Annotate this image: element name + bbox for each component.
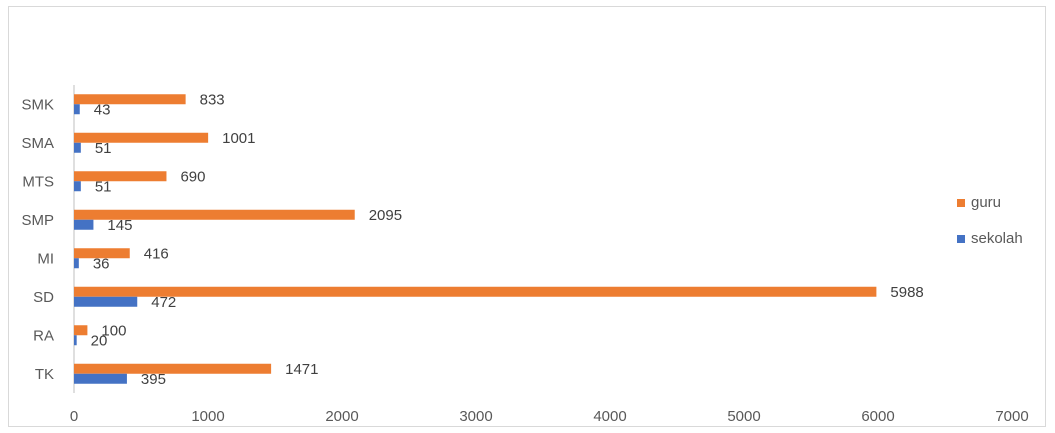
category-label: RA (33, 327, 54, 344)
bar-sekolah (74, 258, 79, 269)
data-label-sekolah: 43 (94, 101, 111, 118)
x-tick-label: 4000 (593, 408, 626, 425)
data-label-sekolah: 395 (141, 371, 166, 388)
bar-sekolah (74, 181, 81, 192)
bar-guru (74, 209, 355, 220)
legend: guru sekolah (957, 194, 1023, 247)
data-label-guru: 5988 (890, 284, 923, 301)
category-label: SMP (21, 212, 54, 229)
data-label-sekolah: 145 (107, 217, 132, 234)
x-tick-label: 7000 (995, 408, 1028, 425)
category-label: TK (35, 366, 54, 383)
bar-guru (74, 363, 272, 374)
legend-swatch-sekolah (957, 235, 965, 243)
data-label-sekolah: 20 (91, 332, 108, 349)
data-label-sekolah: 36 (93, 255, 110, 272)
data-label-guru: 1001 (222, 130, 255, 147)
bar-guru (74, 94, 186, 105)
bar-guru (74, 286, 877, 297)
bars-group (74, 94, 877, 384)
data-label-guru: 416 (144, 245, 169, 262)
category-label: MI (37, 250, 54, 267)
category-labels-group: TK RA SD MI SMP MTS SMA SMK (21, 96, 54, 383)
bar-sekolah (74, 142, 81, 153)
data-label-sekolah: 472 (151, 294, 176, 311)
legend-label-sekolah: sekolah (971, 230, 1023, 247)
bar-sekolah (74, 296, 138, 307)
data-label-guru: 2095 (369, 207, 402, 224)
category-label: MTS (22, 173, 54, 190)
data-label-guru: 833 (200, 91, 225, 108)
x-tick-label: 1000 (191, 408, 224, 425)
bar-guru (74, 325, 88, 336)
x-tick-label: 0 (70, 408, 78, 425)
x-tick-label: 5000 (727, 408, 760, 425)
data-label-guru: 1471 (285, 361, 318, 378)
data-label-guru: 100 (101, 322, 126, 339)
bar-guru (74, 248, 130, 259)
category-label: SMK (21, 96, 54, 113)
bar-sekolah (74, 219, 94, 230)
category-label: SMA (21, 135, 54, 152)
legend-swatch-guru (957, 199, 965, 207)
bar-guru (74, 171, 167, 182)
bar-guru (74, 132, 209, 143)
bar-sekolah (74, 335, 77, 346)
data-label-guru: 690 (180, 168, 205, 185)
bar-sekolah (74, 373, 127, 384)
x-tick-labels-group: 0 1000 2000 3000 4000 5000 6000 7000 (70, 408, 1029, 425)
bar-sekolah (74, 104, 80, 115)
x-tick-label: 2000 (325, 408, 358, 425)
data-label-sekolah: 51 (95, 178, 112, 195)
legend-label-guru: guru (971, 194, 1001, 211)
category-label: SD (33, 289, 54, 306)
x-tick-label: 3000 (459, 408, 492, 425)
x-tick-label: 6000 (861, 408, 894, 425)
data-label-sekolah: 51 (95, 140, 112, 157)
